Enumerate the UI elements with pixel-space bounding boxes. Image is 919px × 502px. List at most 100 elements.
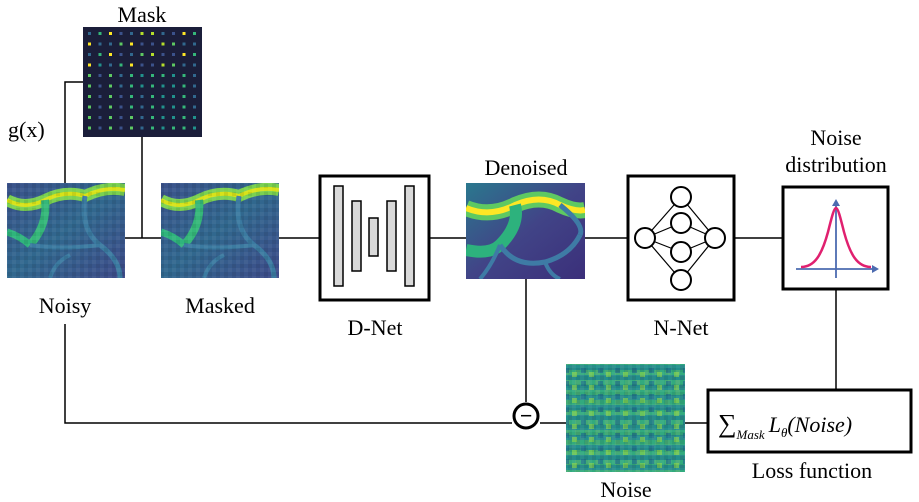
mask-dot — [130, 74, 133, 77]
mask-dot — [119, 32, 123, 35]
nnet-node — [670, 186, 692, 208]
mask-dot — [109, 84, 112, 88]
mask-dot — [161, 126, 165, 130]
mask-dot — [98, 126, 102, 130]
mask-dot — [119, 74, 123, 77]
noise-label: Noise — [600, 477, 651, 502]
nnet-box — [626, 174, 736, 302]
mask-dot — [193, 116, 196, 119]
sum-symbol: ∑ — [718, 409, 737, 438]
mask-dot — [98, 116, 102, 119]
mask-dot — [151, 32, 154, 35]
mask-dot — [161, 53, 165, 56]
mask-dot — [130, 105, 133, 109]
mask-dot — [119, 63, 123, 67]
mask-dot — [88, 95, 91, 98]
mask-dot — [130, 116, 133, 119]
mask-dot — [172, 63, 175, 67]
mask-dot — [109, 126, 112, 130]
mask-dot — [109, 42, 112, 46]
mask-dot — [172, 42, 175, 46]
mask-dot — [130, 53, 133, 56]
mask-dot — [119, 126, 123, 130]
mask-dot — [88, 32, 91, 35]
mask-dot — [172, 105, 175, 109]
mask-dot — [182, 63, 186, 67]
noise-distribution-label-line2: distribution — [785, 152, 886, 177]
nnet-node — [670, 269, 692, 291]
mask-dot — [182, 53, 186, 56]
mask-dot — [161, 42, 165, 46]
mask-dot — [151, 126, 154, 130]
mask-dot — [151, 42, 154, 46]
mask-dot — [193, 74, 196, 77]
g-of-x-label: g(x) — [8, 117, 45, 142]
noise-distribution-box — [781, 185, 890, 291]
mask-dot — [172, 74, 175, 77]
mask-dot — [88, 116, 91, 119]
mask-dot — [109, 105, 112, 109]
mask-dot — [109, 32, 112, 35]
mask-dot — [119, 105, 123, 109]
axes-icon — [796, 199, 879, 278]
mask-dot — [193, 63, 196, 67]
mask-dot — [98, 32, 102, 35]
denoised-image — [466, 183, 585, 279]
noise-distribution-label-line1: Noise — [810, 125, 861, 150]
mask-dot — [140, 74, 144, 77]
mask-dot — [151, 105, 154, 109]
mask-image — [83, 27, 202, 137]
mask-dot — [98, 53, 102, 56]
mask-dot — [140, 95, 144, 98]
mask-dot — [88, 105, 91, 109]
mask-dot — [119, 95, 123, 98]
mask-dot — [140, 32, 144, 35]
mask-dot — [193, 42, 196, 46]
dnet-layer — [333, 185, 344, 287]
loss-function-label: Loss function — [752, 458, 872, 483]
mask-dot — [151, 63, 154, 67]
noise-image — [566, 364, 685, 472]
mask-dot — [140, 105, 144, 109]
loss-function-box: ∑Mask Lθ(Noise) — [706, 388, 913, 454]
mask-dot — [182, 116, 186, 119]
mask-dot — [172, 32, 175, 35]
nnet-node — [670, 241, 692, 263]
mask-dot — [88, 84, 91, 88]
dnet-layer — [368, 217, 379, 257]
mask-dot — [161, 84, 165, 88]
mask-dot — [193, 105, 196, 109]
nnet-node — [634, 227, 656, 249]
mask-dot — [88, 53, 91, 56]
mask-dot — [172, 116, 175, 119]
mask-dot — [172, 126, 175, 130]
mask-dot — [151, 84, 154, 88]
denoised-label: Denoised — [484, 155, 567, 180]
mask-dot — [88, 74, 91, 77]
mask-dot — [109, 116, 112, 119]
dnet-layer — [351, 200, 362, 272]
loss-argument: (Noise) — [787, 412, 852, 437]
mask-dot — [88, 126, 91, 130]
mask-dot — [109, 53, 112, 56]
mask-dot — [161, 116, 165, 119]
nnet-node — [704, 227, 726, 249]
mask-dot — [119, 116, 123, 119]
nnet-node — [670, 212, 692, 234]
mask-dot — [151, 53, 154, 56]
line-noisy-to-mask — [64, 81, 83, 183]
mask-dot — [98, 105, 102, 109]
mask-dot — [182, 95, 186, 98]
mask-dot — [193, 84, 196, 88]
mask-dot — [98, 42, 102, 46]
mask-dot — [140, 84, 144, 88]
mask-dot — [182, 105, 186, 109]
mask-dot — [151, 95, 154, 98]
mask-dot — [130, 63, 133, 67]
line-noisy-to-minus — [64, 324, 512, 424]
dnet-label: D-Net — [348, 315, 403, 340]
mask-dot — [109, 95, 112, 98]
noisy-image — [7, 183, 125, 278]
mask-dot — [193, 32, 196, 35]
